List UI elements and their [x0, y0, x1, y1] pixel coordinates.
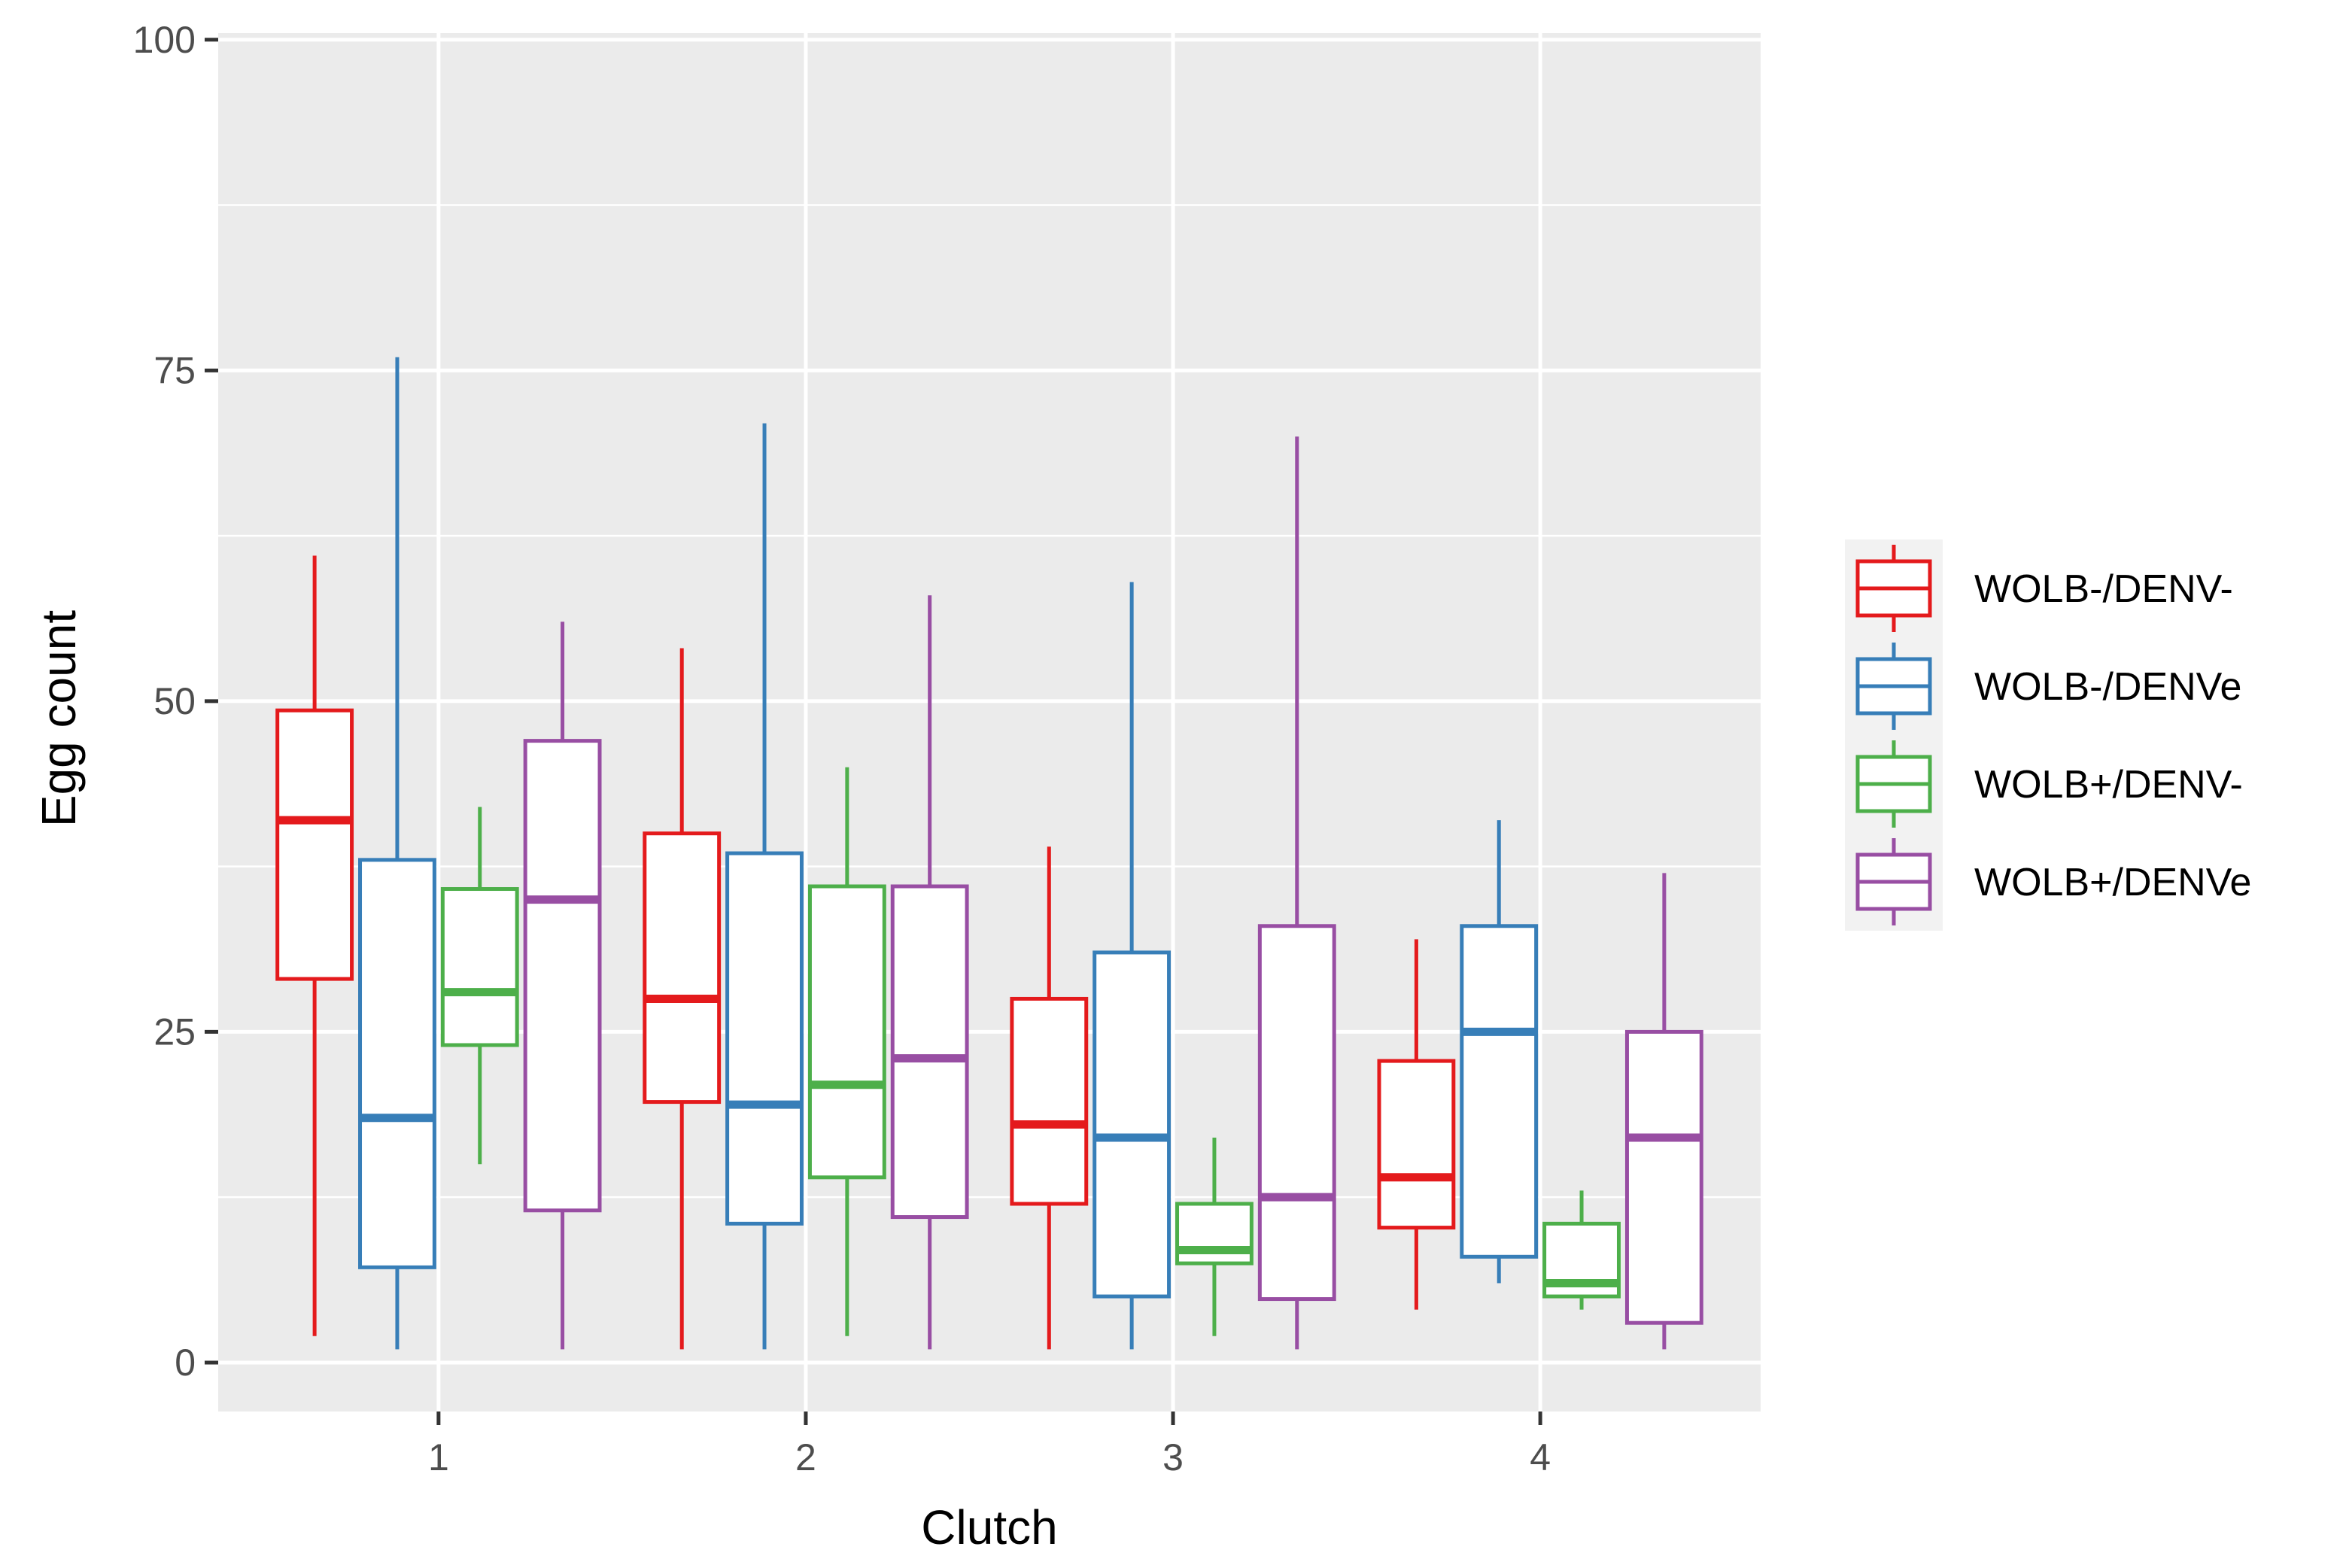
legend-label: WOLB+/DENV- — [1974, 763, 2243, 807]
series-1 — [275, 555, 1456, 1350]
box — [725, 423, 804, 1350]
grid-layer — [218, 33, 1761, 1412]
box — [1542, 1190, 1621, 1310]
box-body — [1092, 950, 1171, 1299]
x-tick-label: 3 — [1162, 1436, 1184, 1478]
y-tick-label: 100 — [133, 19, 196, 61]
box-body — [643, 831, 722, 1105]
box-body — [807, 884, 886, 1180]
x-tick-label: 4 — [1530, 1436, 1551, 1478]
box-body — [725, 851, 804, 1226]
box-body — [1624, 1029, 1703, 1325]
y-tick-label: 50 — [153, 680, 196, 722]
x-axis-title: Clutch — [921, 1500, 1057, 1554]
box — [523, 621, 602, 1350]
legend-item: WOLB-/DENVe — [1855, 643, 2241, 730]
box-body — [1010, 996, 1089, 1206]
box-body — [1257, 924, 1336, 1302]
y-tick-label: 25 — [153, 1010, 196, 1053]
box-layer — [275, 357, 1703, 1350]
box-body — [358, 858, 436, 1269]
box — [890, 595, 969, 1350]
box — [807, 767, 886, 1336]
y-tick-label: 0 — [175, 1342, 196, 1384]
box — [1460, 820, 1539, 1284]
legend-label: WOLB-/DENV- — [1974, 567, 2233, 611]
legend-item: WOLB+/DENVe — [1855, 838, 2251, 925]
box — [1624, 873, 1703, 1350]
legend-item: WOLB+/DENV- — [1855, 740, 2243, 828]
x-tick-label: 2 — [795, 1436, 816, 1478]
box — [1377, 939, 1456, 1310]
legend-label: WOLB-/DENVe — [1974, 665, 2241, 709]
legend-item: WOLB-/DENV- — [1855, 545, 2233, 632]
axis-layer: 0 25 50 75 100 1 2 3 4 — [133, 19, 1551, 1478]
box — [1257, 436, 1336, 1350]
series-4 — [523, 436, 1703, 1350]
box-body — [1460, 924, 1539, 1259]
box — [1175, 1138, 1254, 1336]
box-body — [275, 708, 354, 981]
box-body — [890, 884, 969, 1220]
box — [1092, 582, 1171, 1350]
x-tick-label: 1 — [428, 1436, 449, 1478]
legend: WOLB-/DENV- WOLB-/DENVe WOLB+/DENV- WOLB+/D… — [1845, 539, 2251, 931]
y-axis-title: Egg count — [32, 610, 86, 827]
box — [643, 648, 722, 1350]
box-body — [1175, 1202, 1254, 1266]
series-2 — [358, 357, 1539, 1350]
y-tick-label: 75 — [153, 349, 196, 391]
box-body — [440, 887, 519, 1047]
box — [275, 555, 354, 1336]
box — [358, 357, 436, 1350]
box — [1010, 846, 1089, 1350]
box — [440, 807, 519, 1165]
box-body — [523, 739, 602, 1213]
legend-label: WOLB+/DENVe — [1974, 861, 2251, 904]
series-3 — [440, 767, 1621, 1336]
box-body — [1377, 1059, 1456, 1230]
